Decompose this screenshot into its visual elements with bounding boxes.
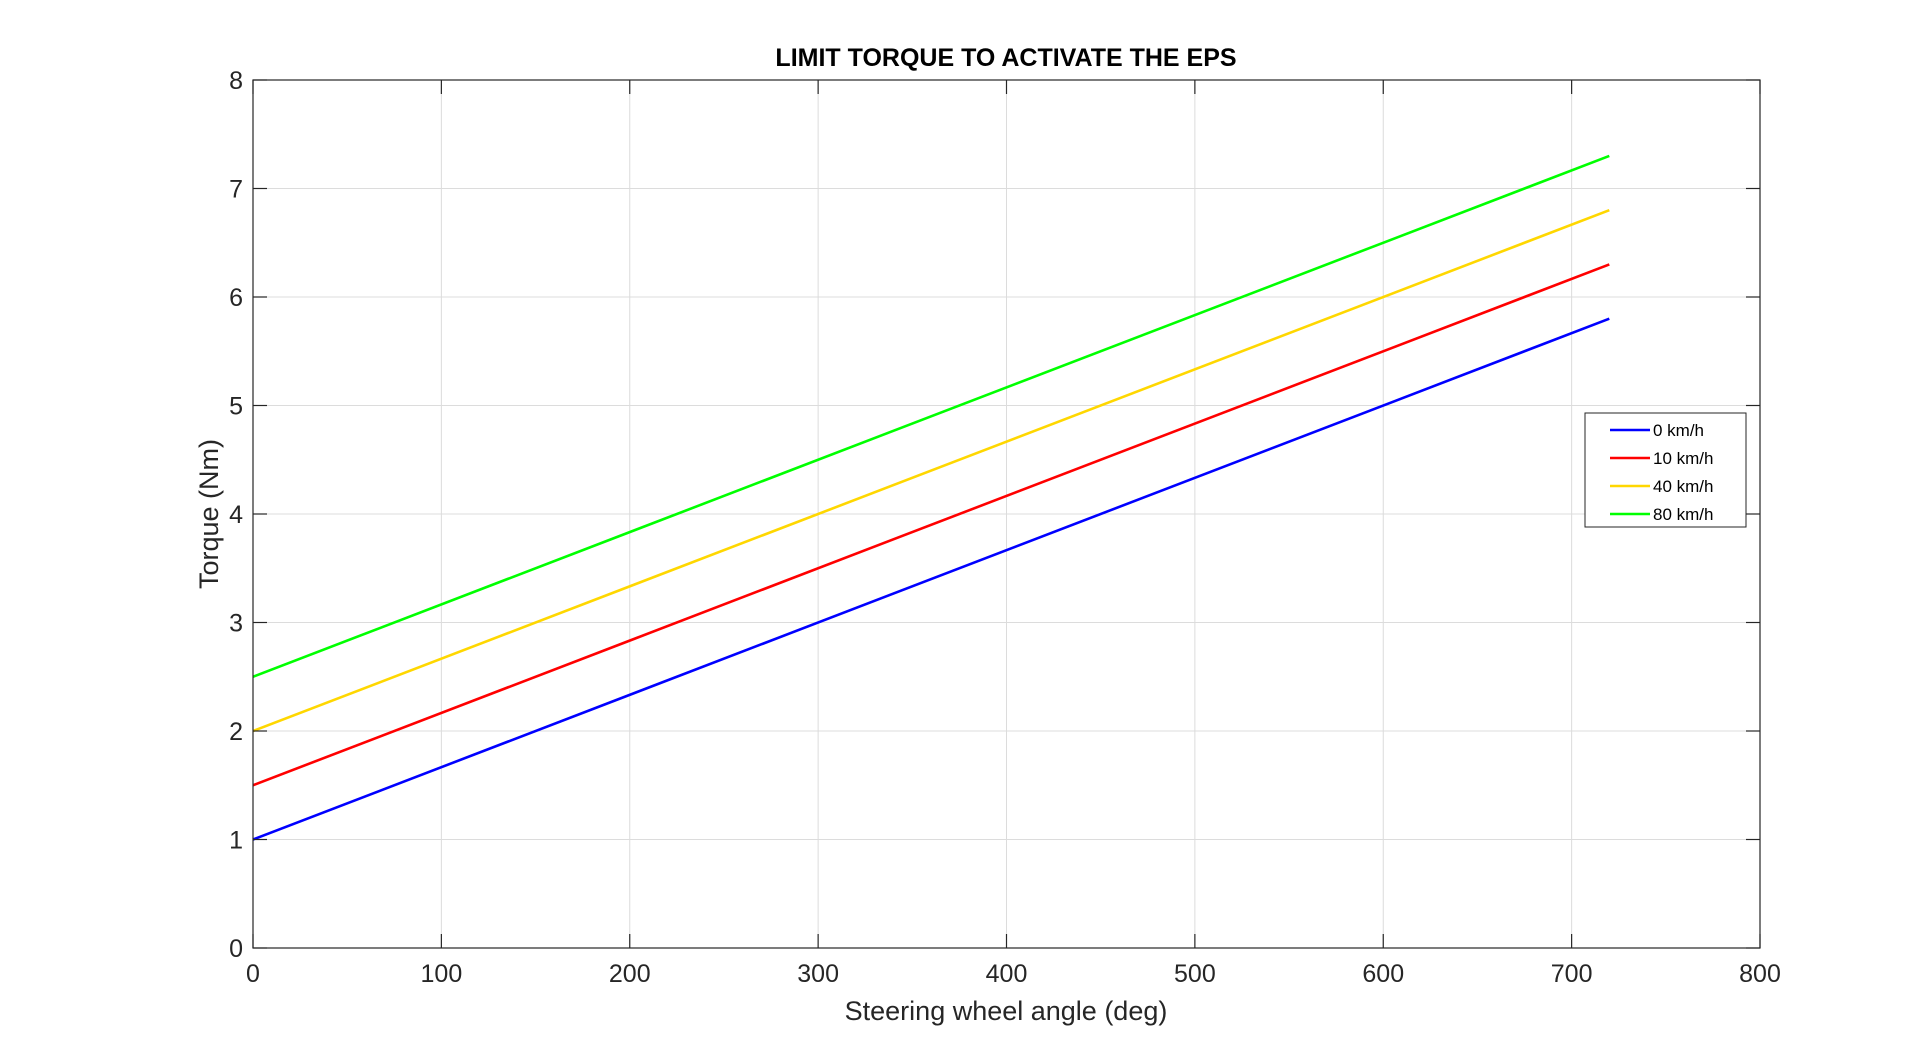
x-tick-label: 0 bbox=[246, 960, 260, 988]
legend: 0 km/h 10 km/h 40 km/h 80 km/h bbox=[1584, 412, 1747, 528]
series-line-2 bbox=[252, 208, 1610, 733]
y-axis-label: Torque (Nm) bbox=[194, 439, 224, 589]
legend-label-1: 10 km/h bbox=[1653, 449, 1713, 468]
series-line-0 bbox=[252, 317, 1610, 841]
legend-label-2: 40 km/h bbox=[1653, 477, 1713, 496]
legend-label-3: 80 km/h bbox=[1653, 505, 1713, 524]
legend-label-0: 0 km/h bbox=[1653, 421, 1704, 440]
x-tick-label: 400 bbox=[986, 960, 1028, 988]
x-axis-label: Steering wheel angle (deg) bbox=[845, 996, 1168, 1026]
y-tick-label: 5 bbox=[229, 393, 243, 421]
series-line-1 bbox=[252, 263, 1610, 787]
series-lines bbox=[252, 154, 1610, 841]
y-tick-label: 0 bbox=[229, 935, 243, 963]
y-tick-label: 2 bbox=[229, 718, 243, 746]
y-tick-label: 1 bbox=[229, 827, 243, 855]
x-tick-label: 300 bbox=[797, 960, 839, 988]
x-tick-label: 200 bbox=[609, 960, 651, 988]
series-line-3 bbox=[252, 154, 1610, 678]
x-tick-label: 100 bbox=[421, 960, 463, 988]
y-tick-label: 7 bbox=[229, 176, 243, 204]
y-tick-label: 3 bbox=[229, 610, 243, 638]
y-tick-label: 4 bbox=[229, 501, 243, 529]
chart-title: LIMIT TORQUE TO ACTIVATE THE EPS bbox=[775, 44, 1236, 72]
x-tick-label: 800 bbox=[1739, 960, 1781, 988]
x-tick-label: 600 bbox=[1362, 960, 1404, 988]
x-tick-label: 700 bbox=[1551, 960, 1593, 988]
axis-ticks: 0 100 200 300 400 500 600 700 800 0 1 2 3 4 5 6 7 8 bbox=[229, 67, 1781, 988]
x-tick-label: 500 bbox=[1174, 960, 1216, 988]
y-tick-label: 8 bbox=[229, 67, 243, 95]
grid bbox=[252, 79, 1761, 949]
legend-box bbox=[1584, 412, 1747, 528]
y-tick-label: 6 bbox=[229, 284, 243, 312]
